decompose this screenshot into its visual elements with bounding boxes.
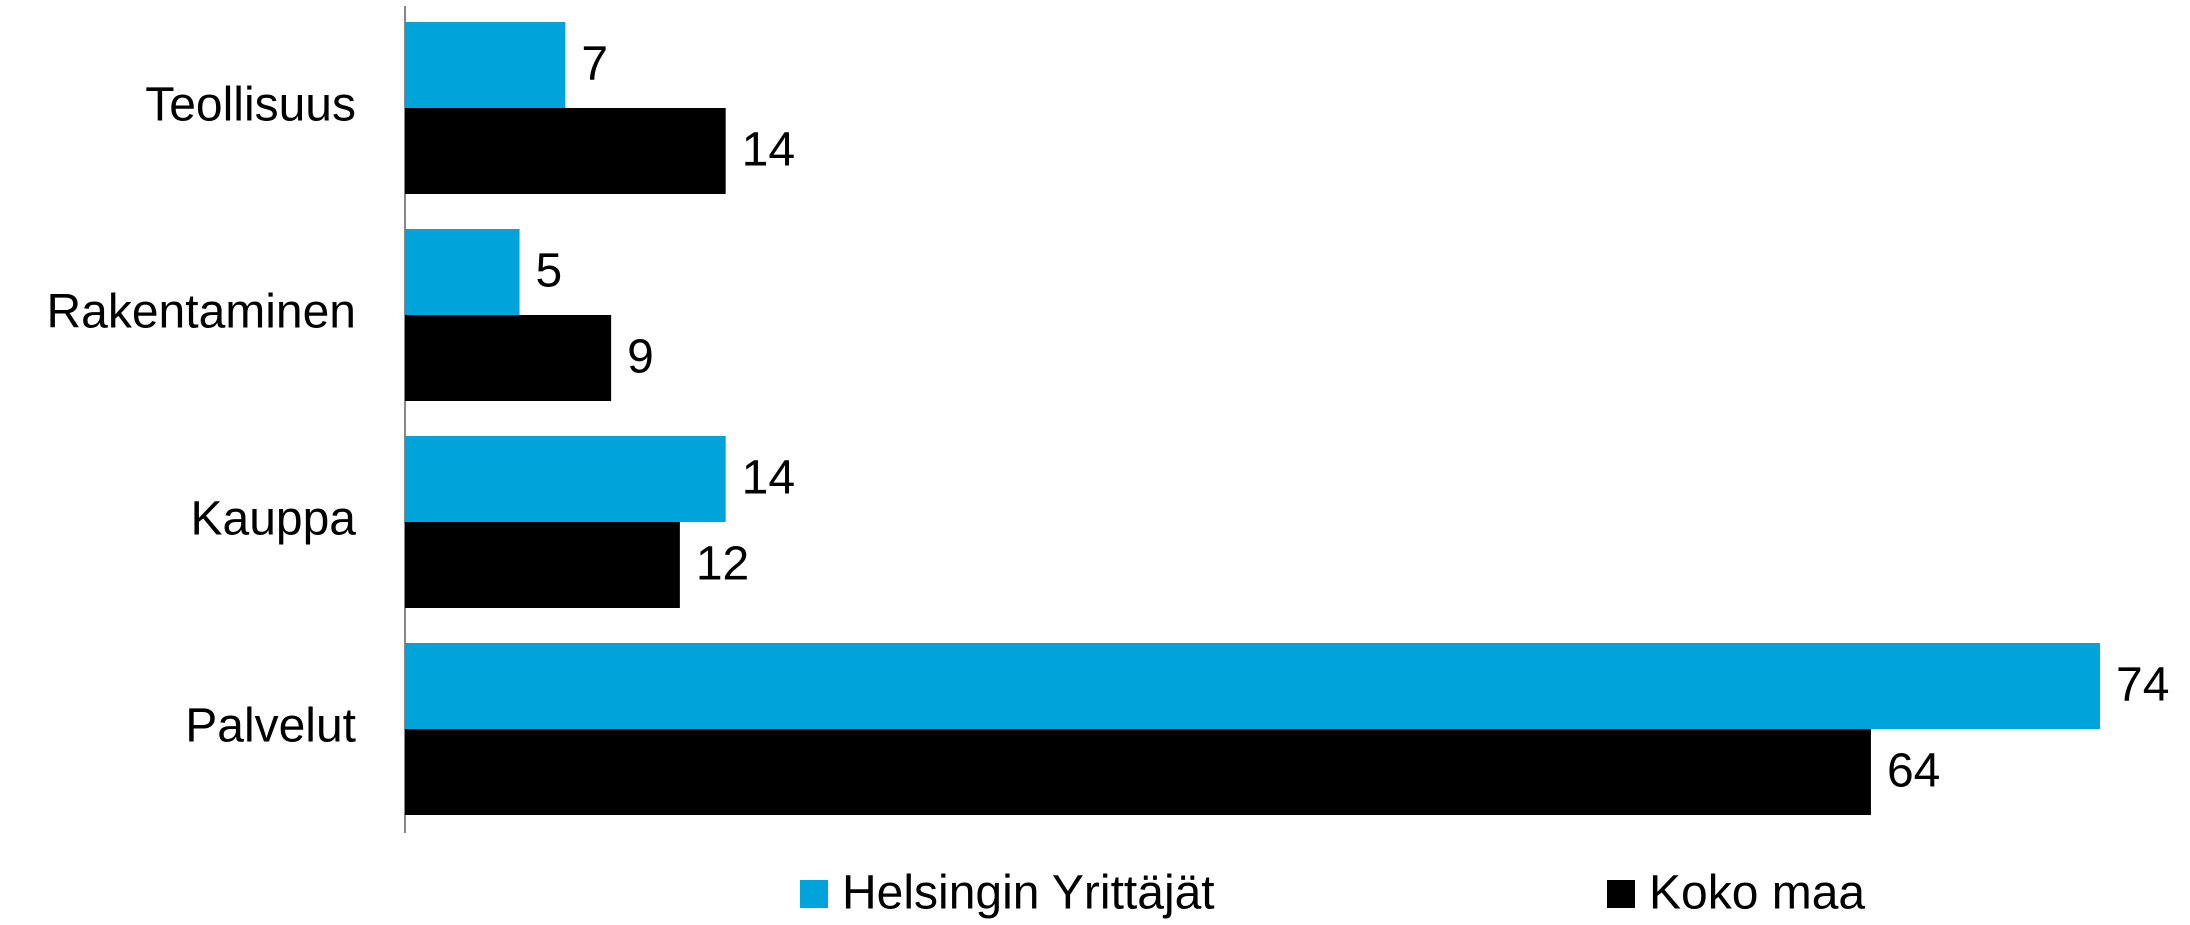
category-label: Rakentaminen [46, 286, 356, 339]
data-label: 5 [536, 245, 563, 298]
legend-swatch [800, 880, 828, 908]
bar [405, 729, 1871, 815]
bar [405, 315, 612, 401]
bar [405, 22, 566, 108]
category-label: Palvelut [185, 700, 356, 753]
data-label: 14 [742, 452, 795, 505]
legend-label: Koko maa [1649, 867, 1865, 920]
bar [405, 229, 520, 315]
bar [405, 108, 726, 194]
legend-swatch [1607, 880, 1635, 908]
data-label: 64 [1887, 745, 1940, 798]
bar [405, 522, 680, 608]
data-label: 14 [742, 124, 795, 177]
data-label: 12 [696, 538, 749, 591]
legend-label: Helsingin Yrittäjät [842, 867, 1215, 920]
category-label: Teollisuus [145, 79, 356, 132]
data-label: 9 [627, 331, 654, 384]
data-label: 74 [2116, 659, 2169, 712]
data-label: 7 [581, 38, 608, 91]
bar [405, 643, 2100, 729]
category-label: Kauppa [191, 493, 357, 546]
bar [405, 436, 726, 522]
